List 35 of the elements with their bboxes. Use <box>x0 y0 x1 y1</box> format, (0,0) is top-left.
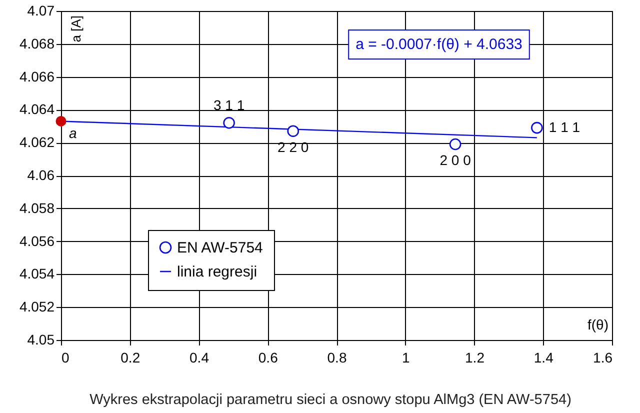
x-tick-label: 0.2 <box>120 350 140 366</box>
y-tick-label: 4.062 <box>19 134 55 150</box>
annotation: 2 0 0 <box>440 152 472 168</box>
y-tick-label: 4.058 <box>19 200 55 216</box>
x-tick-label: 1.6 <box>593 350 613 366</box>
legend-label: linia regresji <box>177 264 258 280</box>
x-tick-label: 0.8 <box>327 350 347 366</box>
x-tick-label: 0.6 <box>258 350 278 366</box>
y-tick-label: 4.06 <box>27 167 55 183</box>
y-tick-label: 4.05 <box>27 332 55 348</box>
annotation: a = -0.0007·f(θ) + 4.0633 <box>356 36 522 53</box>
point <box>56 116 66 126</box>
y-tick-label: 4.07 <box>27 2 55 18</box>
x-tick-label: 1.4 <box>534 350 554 366</box>
point <box>223 116 235 129</box>
text: Wykres ekstrapolacji parametru sieci a osnowy stopu AlMg3 (EN AW-5754) <box>90 392 572 408</box>
y-tick-label: 4.052 <box>19 298 55 315</box>
x-axis-title: f(θ) <box>588 316 608 332</box>
point <box>531 122 543 134</box>
legend-label: EN AW-5754 <box>177 240 263 256</box>
x-tick-label: 0 <box>62 350 70 366</box>
x-tick-label: 1 <box>402 350 410 366</box>
y-tick-label: 4.054 <box>19 266 55 282</box>
x-tick-label: 0.4 <box>190 350 210 366</box>
y-tick-label: 4.066 <box>19 68 55 84</box>
annotation: a <box>69 125 77 142</box>
x-tick-label: 1.2 <box>465 350 485 366</box>
point <box>449 138 462 150</box>
annotation: 3 1 1 <box>213 96 245 113</box>
y-axis-title: a [A] <box>68 16 84 42</box>
y-tick-label: 4.056 <box>19 232 55 249</box>
y-tick-label: 4.064 <box>19 101 55 118</box>
y-tick-label: 4.068 <box>19 35 55 52</box>
annotation: 1 1 1 <box>548 118 580 135</box>
point <box>287 125 300 137</box>
